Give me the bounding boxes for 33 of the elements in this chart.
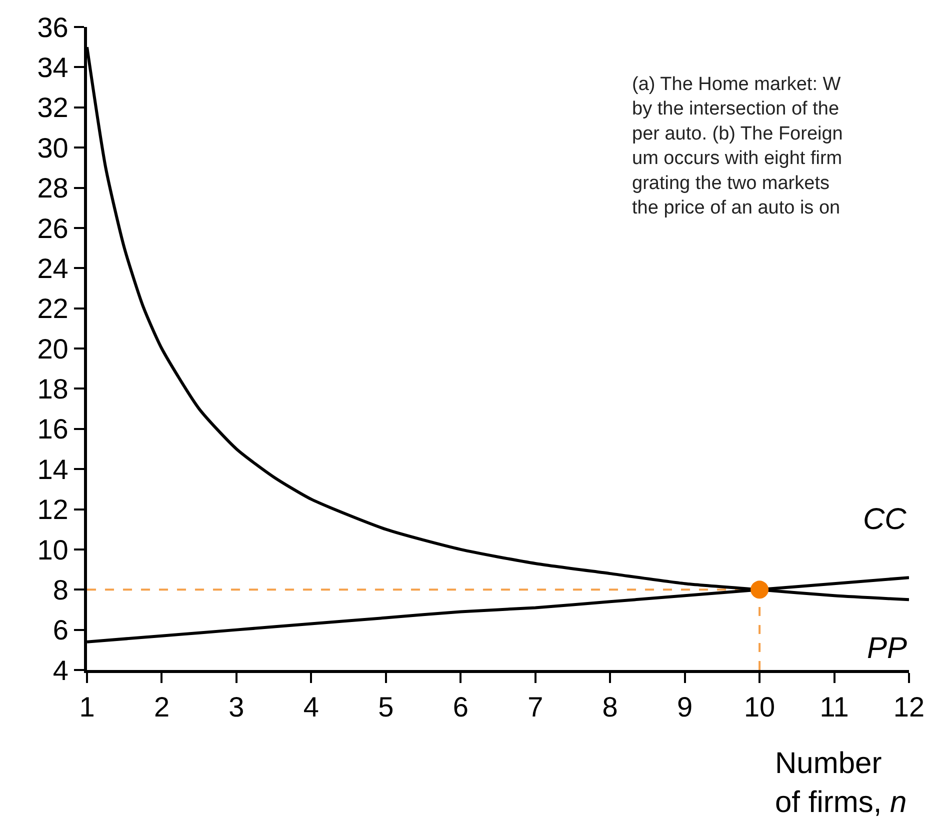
x-tick-label: 6 [452, 692, 468, 723]
y-tick-label: 22 [37, 293, 68, 324]
series-label: CC [863, 503, 907, 536]
y-tick-label: 14 [37, 454, 68, 485]
x-tick-label: 8 [602, 692, 618, 723]
x-tick-label: 4 [303, 692, 319, 723]
y-tick-label: 32 [37, 92, 68, 124]
y-tick-label: 18 [37, 373, 68, 404]
x-tick-label: 11 [820, 692, 849, 723]
series-label: PP [867, 632, 908, 665]
y-tick-label: 24 [37, 252, 68, 284]
x-tick-label: 12 [893, 692, 925, 723]
y-tick-label: 8 [52, 574, 68, 606]
x-tick-label: 10 [744, 692, 776, 723]
y-tick-label: 26 [37, 212, 68, 244]
annotation: (a) The Home market: W by the intersection of the per auto. (b) The Foreign um occurs with eight firm grating the two markets the price of an auto is on [632, 74, 843, 218]
y-tick-label: 34 [37, 52, 68, 83]
x-tick-label: 9 [677, 692, 693, 723]
y-tick-label: 20 [37, 333, 68, 364]
y-tick-label: 12 [37, 494, 68, 526]
y-tick-label: 30 [37, 132, 68, 164]
x-tick-label: 7 [528, 692, 544, 723]
y-tick-label: 16 [37, 414, 68, 445]
x-axis-title: Number of firms, n [775, 747, 907, 819]
y-tick-label: 6 [52, 614, 68, 646]
x-tick-label: 1 [79, 692, 95, 723]
y-tick-label: 36 [37, 12, 68, 43]
y-tick-label: 10 [37, 534, 68, 566]
y-tick-label: 28 [37, 172, 68, 204]
x-tick-label: 3 [228, 692, 244, 723]
x-tick-label: 2 [154, 692, 170, 723]
x-tick-label: 5 [378, 692, 394, 723]
y-tick-label: 4 [52, 654, 68, 686]
